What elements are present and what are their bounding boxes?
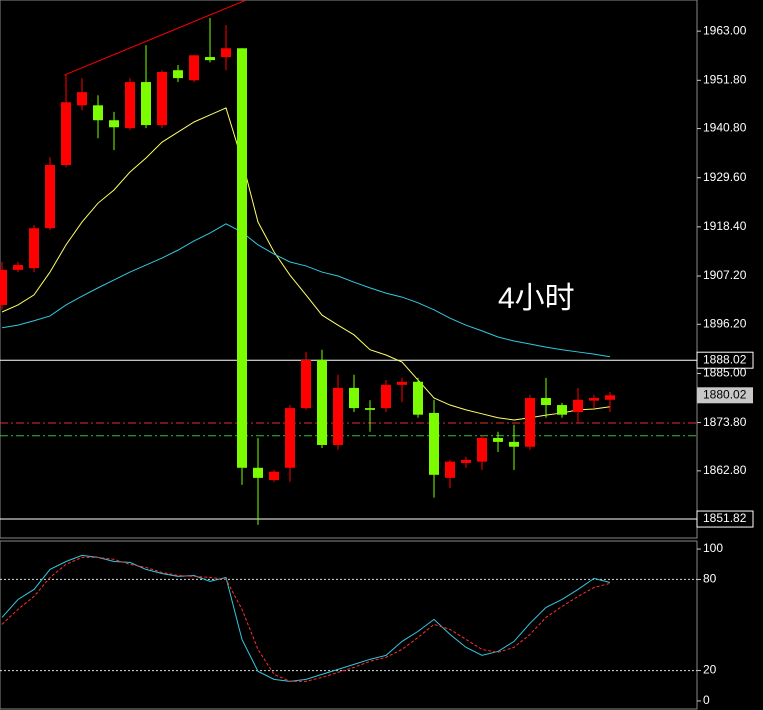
y-tick-label: 1873.80 xyxy=(703,415,747,429)
candle-body xyxy=(77,92,87,106)
y-tick-label: 1940.80 xyxy=(703,121,747,135)
candle-body xyxy=(445,461,455,478)
candle-body xyxy=(381,384,391,409)
y-tick-label: 20 xyxy=(703,663,717,677)
candle-body xyxy=(109,120,119,128)
oscillator-line xyxy=(1,556,611,682)
y-tick-label: 1907.20 xyxy=(703,268,747,282)
candle-body xyxy=(573,399,583,413)
candle-body xyxy=(317,359,327,445)
indicator-panel xyxy=(0,540,698,710)
candle-body xyxy=(13,265,23,270)
price-label-box xyxy=(696,510,754,528)
candle-body xyxy=(173,70,183,79)
candle-body xyxy=(365,408,375,410)
moving-average xyxy=(1,107,611,421)
y-tick-label: 1951.80 xyxy=(703,72,747,86)
oscillator-line xyxy=(1,554,611,682)
y-tick-label: 100 xyxy=(703,541,723,555)
candle-body xyxy=(349,387,359,409)
candle-body xyxy=(557,405,567,415)
candle-body xyxy=(477,437,487,462)
candle-body xyxy=(541,398,551,406)
annotation: 4小时 xyxy=(498,282,575,315)
candle-body xyxy=(301,359,311,409)
last-price-label: 1880.02 xyxy=(703,387,747,401)
moving-average xyxy=(1,223,611,358)
y-tick-label: 1896.20 xyxy=(703,316,747,330)
candle-body xyxy=(285,408,295,468)
candle-body xyxy=(125,82,135,129)
candle-body xyxy=(509,441,519,447)
y-tick-label: 1929.60 xyxy=(703,170,747,184)
candle-body xyxy=(157,71,167,126)
candle-body xyxy=(493,437,503,442)
y-tick-label: 1918.40 xyxy=(703,219,747,233)
trendline xyxy=(64,0,246,76)
candle-body xyxy=(45,164,55,229)
candle-body xyxy=(333,387,343,445)
candle-body xyxy=(0,269,7,305)
main-panel xyxy=(0,0,698,539)
candle-body xyxy=(237,48,247,468)
last-price-box xyxy=(697,387,753,404)
candle-body xyxy=(589,398,599,401)
y-tick-label: 1963.00 xyxy=(703,23,747,37)
y-tick-label: 80 xyxy=(703,572,717,586)
candle-body xyxy=(397,381,407,385)
price-label: 1888.02 xyxy=(703,352,747,366)
candle-body xyxy=(205,57,215,61)
candle-body xyxy=(413,381,423,415)
y-tick-label: 1885.00 xyxy=(703,366,747,380)
candle-body xyxy=(269,471,279,481)
candle-body xyxy=(189,55,199,81)
candle-body xyxy=(461,459,471,463)
candle-body xyxy=(221,48,231,58)
candle-body xyxy=(29,228,39,269)
candle-body xyxy=(61,102,71,165)
candle-body xyxy=(429,412,439,475)
y-tick-label: 1862.80 xyxy=(703,463,747,477)
price-label: 1851.82 xyxy=(703,511,747,525)
price-label-box xyxy=(696,351,754,369)
candle-body xyxy=(141,82,151,126)
y-tick-label: 0 xyxy=(703,693,710,707)
candle-body xyxy=(93,105,103,121)
candle-body xyxy=(605,395,615,400)
candle-body xyxy=(525,398,535,447)
candle-body xyxy=(253,467,263,478)
